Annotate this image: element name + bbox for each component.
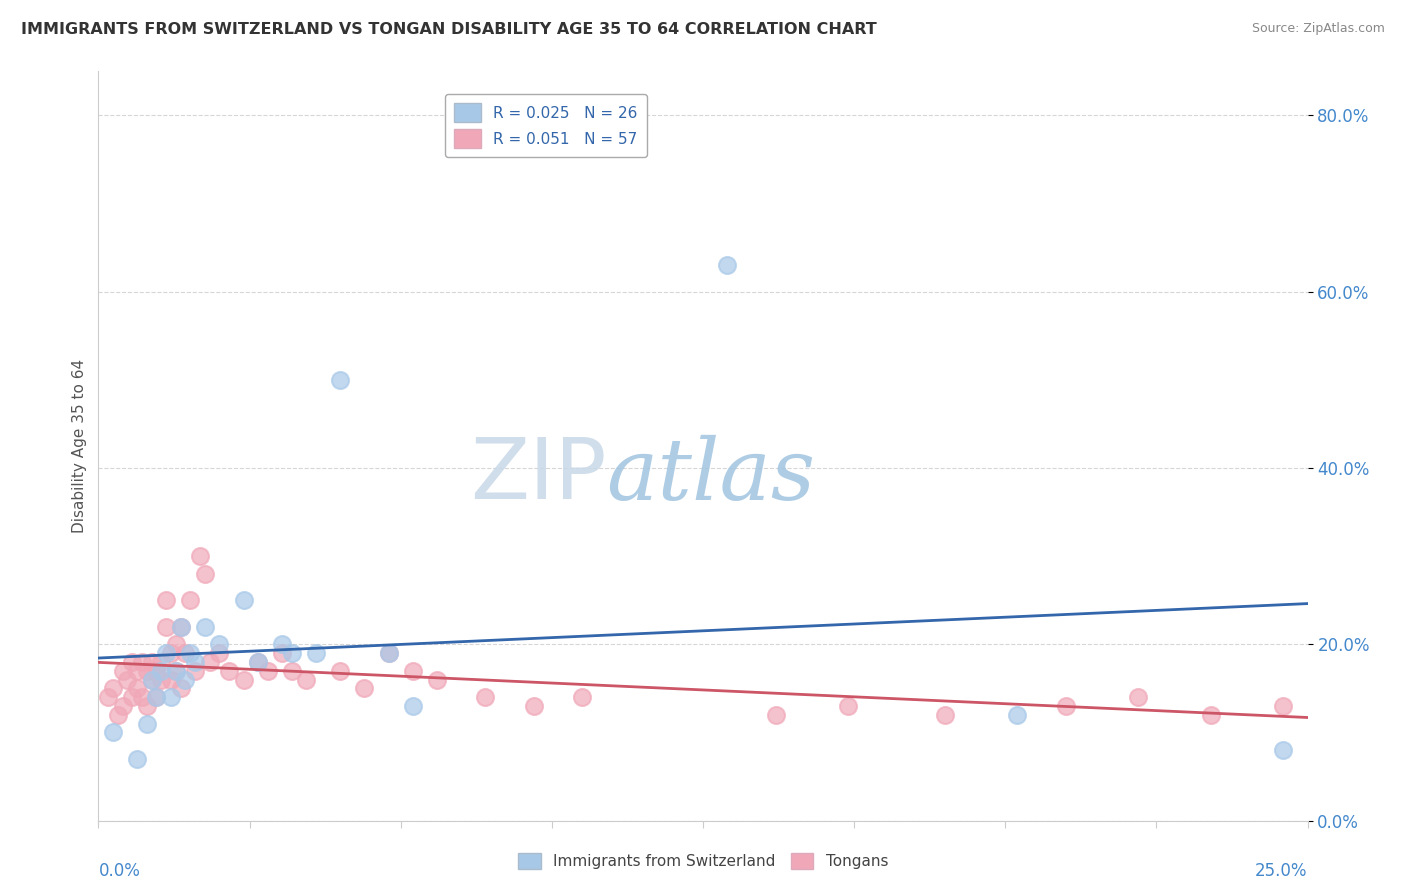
Point: [837, 699, 859, 714]
Point: [377, 646, 399, 660]
Point: [295, 673, 318, 687]
Point: [402, 699, 425, 714]
Point: [160, 673, 183, 687]
Point: [165, 664, 187, 678]
Point: [281, 664, 304, 678]
Point: [377, 646, 399, 660]
Point: [107, 707, 129, 722]
Point: [145, 664, 167, 678]
Point: [141, 673, 163, 687]
Point: [111, 664, 134, 678]
Y-axis label: Disability Age 35 to 64: Disability Age 35 to 64: [72, 359, 87, 533]
Point: [150, 664, 173, 678]
Point: [716, 258, 738, 272]
Point: [111, 699, 134, 714]
Point: [179, 593, 201, 607]
Point: [131, 655, 153, 669]
Point: [160, 690, 183, 705]
Point: [160, 646, 183, 660]
Point: [353, 681, 375, 696]
Point: [150, 673, 173, 687]
Point: [169, 681, 191, 696]
Point: [169, 620, 191, 634]
Point: [135, 699, 157, 714]
Point: [1007, 707, 1029, 722]
Point: [194, 566, 217, 581]
Point: [765, 707, 787, 722]
Point: [247, 655, 270, 669]
Point: [1128, 690, 1150, 705]
Point: [127, 752, 149, 766]
Point: [474, 690, 496, 705]
Point: [97, 690, 120, 705]
Point: [426, 673, 449, 687]
Point: [934, 707, 956, 722]
Point: [523, 699, 546, 714]
Point: [232, 593, 254, 607]
Point: [1272, 743, 1295, 757]
Point: [145, 690, 167, 705]
Point: [165, 664, 187, 678]
Text: Source: ZipAtlas.com: Source: ZipAtlas.com: [1251, 22, 1385, 36]
Text: 0.0%: 0.0%: [98, 863, 141, 880]
Point: [155, 593, 177, 607]
Point: [218, 664, 240, 678]
Point: [121, 655, 143, 669]
Point: [131, 690, 153, 705]
Point: [208, 646, 231, 660]
Point: [174, 646, 197, 660]
Point: [1054, 699, 1077, 714]
Point: [169, 620, 191, 634]
Point: [188, 549, 211, 564]
Point: [571, 690, 593, 705]
Point: [150, 655, 173, 669]
Legend: Immigrants from Switzerland, Tongans: Immigrants from Switzerland, Tongans: [512, 847, 894, 875]
Point: [121, 690, 143, 705]
Legend: R = 0.025   N = 26, R = 0.051   N = 57: R = 0.025 N = 26, R = 0.051 N = 57: [444, 94, 647, 157]
Point: [141, 673, 163, 687]
Point: [198, 655, 221, 669]
Point: [271, 646, 294, 660]
Point: [135, 664, 157, 678]
Point: [155, 646, 177, 660]
Point: [281, 646, 304, 660]
Point: [117, 673, 139, 687]
Point: [127, 664, 149, 678]
Text: 25.0%: 25.0%: [1256, 863, 1308, 880]
Point: [179, 646, 201, 660]
Point: [184, 655, 207, 669]
Point: [305, 646, 328, 660]
Point: [135, 716, 157, 731]
Point: [329, 664, 352, 678]
Point: [165, 637, 187, 651]
Point: [174, 673, 197, 687]
Text: atlas: atlas: [606, 434, 815, 517]
Point: [271, 637, 294, 651]
Point: [208, 637, 231, 651]
Point: [329, 373, 352, 387]
Point: [1272, 699, 1295, 714]
Text: IMMIGRANTS FROM SWITZERLAND VS TONGAN DISABILITY AGE 35 TO 64 CORRELATION CHART: IMMIGRANTS FROM SWITZERLAND VS TONGAN DI…: [21, 22, 877, 37]
Point: [1199, 707, 1222, 722]
Point: [127, 681, 149, 696]
Point: [232, 673, 254, 687]
Point: [402, 664, 425, 678]
Point: [256, 664, 278, 678]
Point: [194, 620, 217, 634]
Point: [247, 655, 270, 669]
Point: [101, 681, 124, 696]
Point: [101, 725, 124, 739]
Point: [155, 620, 177, 634]
Text: ZIP: ZIP: [470, 434, 606, 517]
Point: [184, 664, 207, 678]
Point: [145, 690, 167, 705]
Point: [141, 655, 163, 669]
